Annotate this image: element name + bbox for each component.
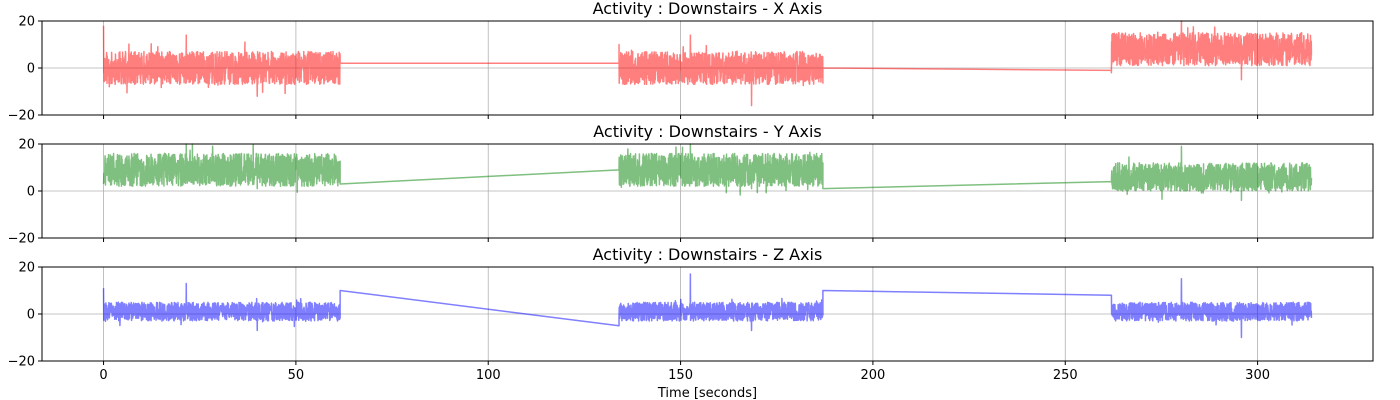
x-tick-label: 150	[668, 368, 693, 383]
subplot-2: −20 0 20 Activity : Downstairs - Y Axis	[8, 122, 1374, 247]
y-tick-label: −20	[8, 355, 35, 370]
subplot-title: Activity : Downstairs - Z Axis	[593, 245, 823, 264]
x-tick-label: 200	[860, 368, 885, 383]
subplot-title: Activity : Downstairs - Y Axis	[593, 122, 822, 141]
x-tick-label: 250	[1053, 368, 1078, 383]
y-tick-label: −20	[8, 109, 35, 124]
y-tick-label: −20	[8, 232, 35, 247]
subplot-3: 0 50 100 150 200 250 300 −20 0 20 Activity : Downs…	[8, 245, 1374, 400]
series-line-1	[102, 273, 1313, 339]
x-tick-label: 100	[476, 368, 501, 383]
x-axis-label: Time [seconds]	[657, 386, 757, 400]
y-tick-label: 0	[27, 62, 35, 77]
subplot-title: Activity : Downstairs - X Axis	[593, 0, 823, 18]
y-tick-label: 0	[27, 185, 35, 200]
y-tick-label: 0	[27, 308, 35, 323]
y-tick-label: 20	[18, 261, 35, 276]
series-line-1	[102, 20, 1313, 107]
y-tick-label: 20	[18, 138, 35, 153]
subplot-1: −20 0 20 Activity : Downstairs - X Axis	[8, 0, 1374, 124]
series-line-1	[102, 143, 1313, 202]
y-tick-label: 20	[18, 15, 35, 30]
x-tick-label: 300	[1245, 368, 1270, 383]
x-tick-label: 0	[99, 368, 107, 383]
x-tick-label: 50	[288, 368, 305, 383]
